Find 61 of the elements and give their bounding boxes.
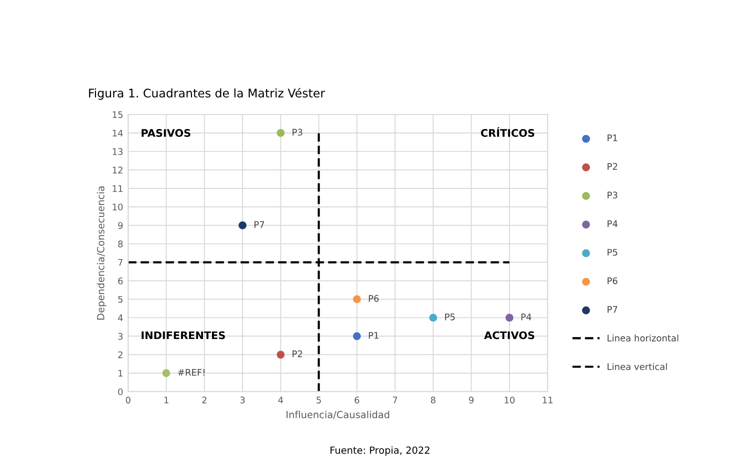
point <box>276 129 285 137</box>
y-tick-label: 6 <box>118 277 123 284</box>
x-tick-label: 3 <box>240 396 245 404</box>
data-label: P6 <box>368 295 379 302</box>
y-tick-label: 10 <box>112 204 123 210</box>
point <box>162 369 170 378</box>
y-tick-label: 1 <box>118 370 122 377</box>
y-tick-label: 13 <box>112 148 123 156</box>
x-tick-label: 9 <box>469 396 474 404</box>
legend-label: P2 <box>608 163 618 170</box>
y-tick-label: 9 <box>118 222 123 229</box>
x-tick-label: 2 <box>202 396 206 404</box>
x-tick-label: 11 <box>542 396 552 404</box>
x-axis-title: Influencia/Causalidad <box>286 410 390 420</box>
data-label: P2 <box>292 350 302 358</box>
x-tick-label: 5 <box>316 396 321 404</box>
data-label: #REF! <box>178 369 204 376</box>
data-label: P4 <box>521 314 532 320</box>
y-axis-title: Dependencia/Consecuencia <box>96 186 106 320</box>
legend-label: P6 <box>608 277 618 284</box>
legend-label: P4 <box>608 220 618 227</box>
legend-label: P7 <box>608 306 618 313</box>
point <box>276 350 285 359</box>
legend-label: P1 <box>608 134 618 142</box>
y-tick-label: 8 <box>118 240 123 248</box>
point <box>238 221 246 230</box>
data-label: P1 <box>368 332 378 339</box>
chart-title: Figura 1. Cuadrantes de la Matriz Véster <box>89 88 326 100</box>
y-tick-label: 12 <box>112 166 122 174</box>
point <box>505 314 514 322</box>
y-tick-label: 2 <box>118 351 122 358</box>
point <box>352 295 361 304</box>
point <box>352 332 361 340</box>
x-tick-label: 6 <box>354 396 360 404</box>
point <box>429 314 438 322</box>
legend-label: Linea vertical <box>608 363 667 370</box>
annotation: CRÍTICOS <box>480 127 534 137</box>
data-label: P7 <box>254 221 264 228</box>
x-tick-label: 4 <box>278 396 284 404</box>
annotation: INDIFERENTES <box>142 331 225 340</box>
legend-label: Linea horizontal <box>608 334 678 342</box>
data-label: P5 <box>445 314 455 320</box>
y-tick-label: 4 <box>118 314 123 322</box>
y-tick-label: 3 <box>118 332 123 340</box>
annotation: PASIVOS <box>142 129 190 137</box>
y-tick-label: 7 <box>118 259 123 266</box>
legend-label: P3 <box>608 192 618 198</box>
annotation: ACTIVOS <box>484 331 534 340</box>
legend-label: P5 <box>608 248 618 256</box>
x-tick-label: 0 <box>126 396 130 404</box>
x-tick-label: 7 <box>392 396 398 404</box>
y-tick-label: 11 <box>112 185 122 192</box>
y-tick-label: 15 <box>112 111 122 118</box>
source-note: Fuente: Propia, 2022 <box>330 446 430 456</box>
y-tick-label: 14 <box>112 130 123 136</box>
data-label: P3 <box>292 128 302 136</box>
y-tick-label: 5 <box>118 296 122 303</box>
y-tick-label: 0 <box>118 388 123 396</box>
x-tick-label: 10 <box>504 396 515 404</box>
x-tick-label: 8 <box>430 396 436 404</box>
x-tick-label: 1 <box>164 396 168 404</box>
